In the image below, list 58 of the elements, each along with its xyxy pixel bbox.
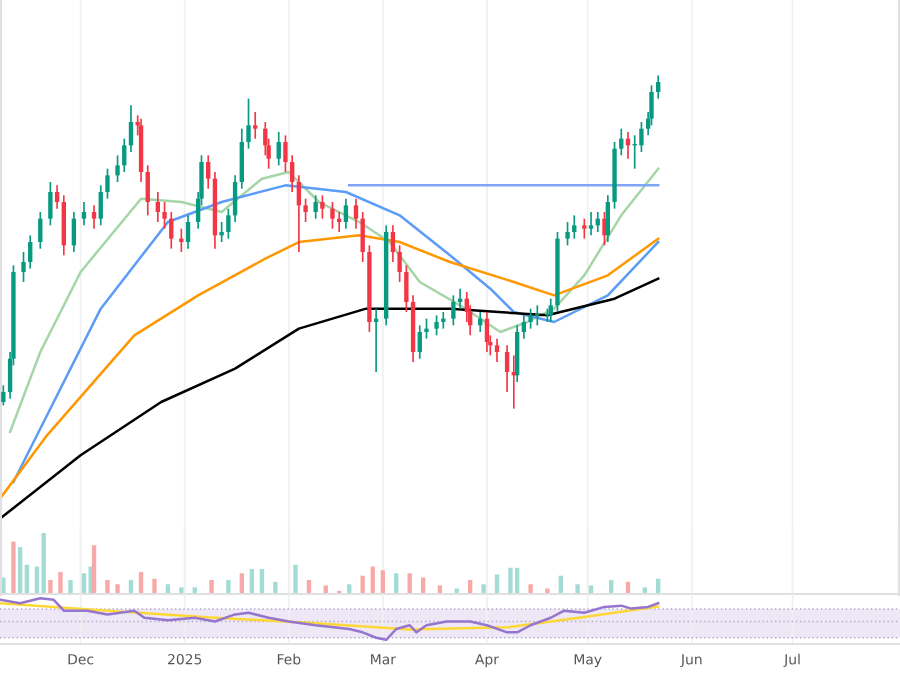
candlestick	[122, 137, 127, 173]
candlestick	[588, 211, 594, 237]
candlestick	[451, 294, 456, 327]
candlestick	[71, 211, 77, 253]
candlestick	[155, 191, 161, 223]
candlestick	[239, 127, 244, 190]
candlestick	[343, 197, 349, 230]
bar	[68, 579, 73, 594]
bar	[11, 541, 16, 594]
candlestick	[417, 324, 422, 360]
bar	[528, 584, 533, 594]
candlestick	[582, 217, 587, 240]
candlestick	[61, 194, 66, 257]
bar	[17, 547, 23, 594]
bar	[179, 587, 184, 594]
bar	[273, 581, 278, 594]
candlestick	[28, 234, 33, 270]
bar	[105, 579, 110, 594]
candlestick	[54, 184, 60, 210]
candlestick	[484, 311, 490, 353]
bar	[209, 579, 214, 594]
candlestick	[313, 194, 318, 220]
candlestick	[38, 211, 43, 250]
candlestick	[434, 314, 439, 337]
candlestick	[276, 131, 281, 167]
candlestick	[81, 201, 87, 227]
candlestick	[353, 197, 359, 230]
bar	[58, 572, 63, 594]
bar	[508, 567, 513, 594]
candlestick	[185, 214, 191, 250]
candlestick	[494, 337, 500, 363]
candlestick	[91, 204, 97, 230]
bar	[115, 584, 120, 594]
candlestick	[504, 344, 510, 393]
bar	[41, 533, 46, 594]
candlestick	[565, 221, 570, 247]
bar	[91, 545, 97, 594]
candlestick	[572, 214, 577, 240]
candlestick	[48, 181, 53, 227]
bar	[575, 584, 580, 594]
candlestick	[169, 211, 174, 250]
candlestick	[521, 314, 527, 340]
bar	[481, 584, 486, 594]
candlestick	[330, 201, 335, 230]
candlestick	[145, 164, 150, 217]
bar	[152, 578, 157, 594]
bar	[226, 579, 231, 594]
bar	[293, 564, 298, 594]
candlestick	[138, 117, 144, 183]
candlestick	[253, 111, 258, 140]
candlestick	[219, 221, 224, 243]
candlestick	[206, 154, 211, 190]
candlestick	[320, 194, 325, 220]
candlestick	[128, 104, 134, 153]
candlestick	[296, 174, 302, 253]
candlestick	[179, 227, 184, 253]
candlestick	[514, 324, 520, 383]
bar	[48, 579, 53, 594]
